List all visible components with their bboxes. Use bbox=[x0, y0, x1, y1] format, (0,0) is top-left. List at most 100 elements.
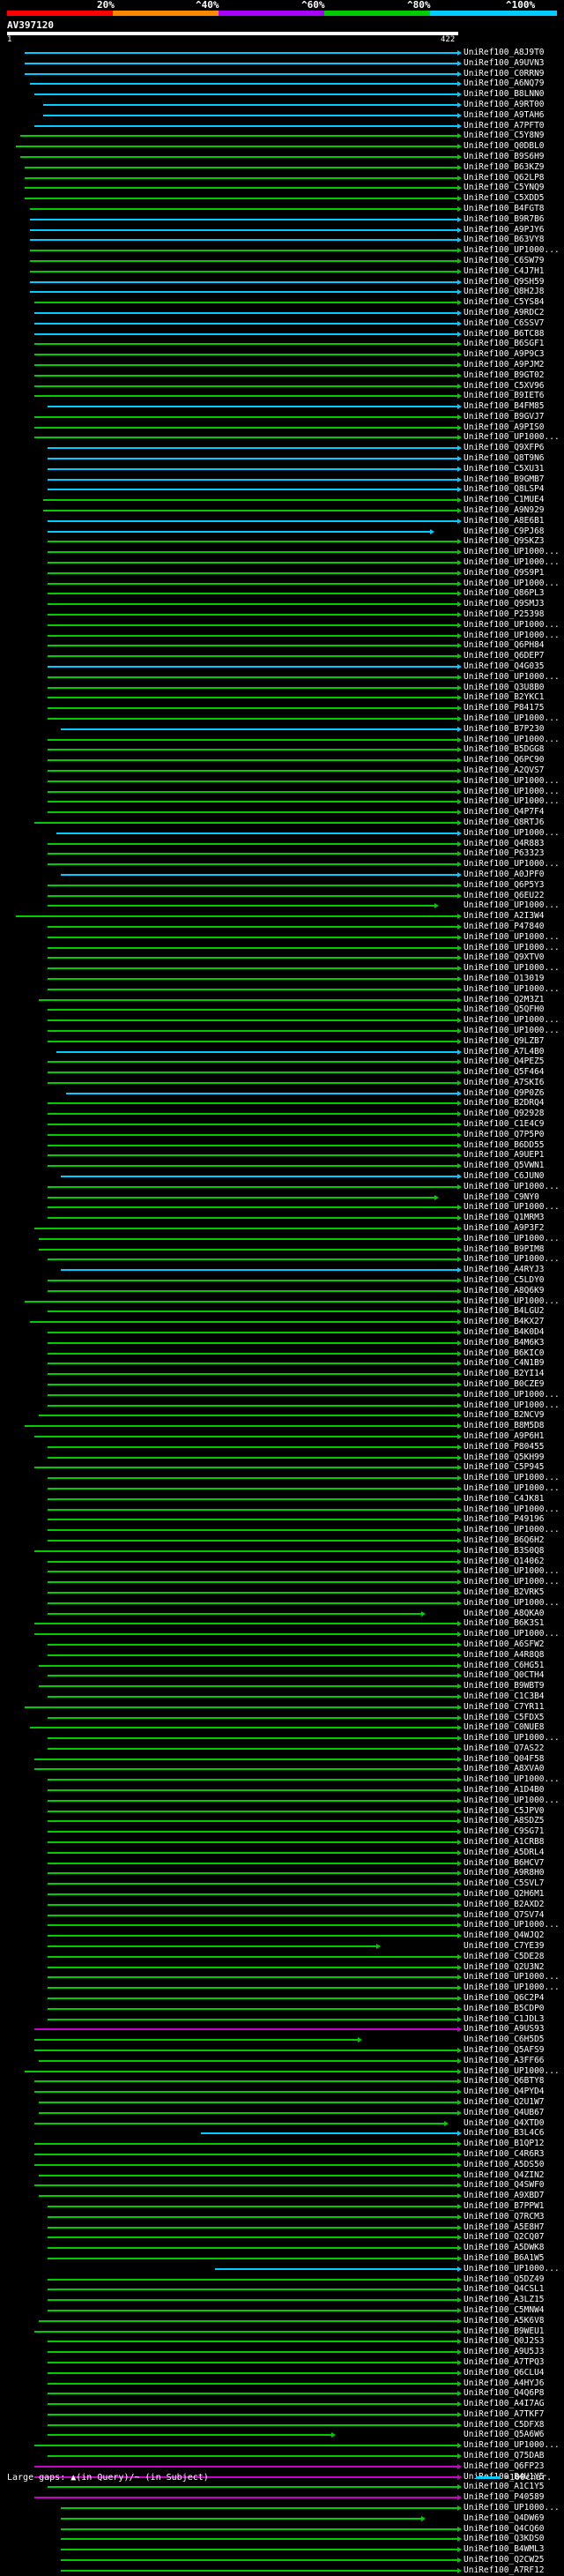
hit-label[interactable]: UniRef100_A9U5J3 bbox=[464, 2347, 545, 2357]
hit-label[interactable]: UniRef100_C5LDY0 bbox=[464, 1275, 545, 1286]
hit-label[interactable]: UniRef100_Q1MRM3 bbox=[464, 1213, 545, 1223]
hit-row[interactable]: UniRef100_Q2CQ07 bbox=[0, 2232, 564, 2243]
hit-label[interactable]: UniRef100_Q4XTD0 bbox=[464, 2117, 545, 2128]
hit-row[interactable]: UniRef100_O13019 bbox=[0, 974, 564, 984]
hit-label[interactable]: UniRef100_UP1000... bbox=[464, 775, 560, 786]
hit-row[interactable]: UniRef100_Q4CSL1 bbox=[0, 2284, 564, 2295]
hit-label[interactable]: UniRef100_B0CZE9 bbox=[464, 1379, 545, 1389]
hit-label[interactable]: UniRef100_UP1000... bbox=[464, 1774, 560, 1785]
hit-label[interactable]: UniRef100_Q4Q6P8 bbox=[464, 2388, 545, 2399]
hit-row[interactable]: UniRef100_Q4ZIN2 bbox=[0, 2170, 564, 2181]
hit-row[interactable]: UniRef100_B5CDP0 bbox=[0, 2004, 564, 2014]
hit-row[interactable]: UniRef100_Q3U8B0 bbox=[0, 683, 564, 693]
hit-row[interactable]: UniRef100_C1E4C9 bbox=[0, 1119, 564, 1130]
hit-row[interactable]: UniRef100_A9R8H0 bbox=[0, 1868, 564, 1878]
hit-row[interactable]: UniRef100_B63VY8 bbox=[0, 235, 564, 245]
hit-label[interactable]: UniRef100_B3S0Q8 bbox=[464, 1545, 545, 1556]
hit-row[interactable]: UniRef100_B2NCV9 bbox=[0, 1410, 564, 1421]
hit-label[interactable]: UniRef100_UP1000... bbox=[464, 859, 560, 870]
hit-label[interactable]: UniRef100_A0JPF0 bbox=[464, 869, 545, 879]
hit-label[interactable]: UniRef100_Q2U3N2 bbox=[464, 1961, 545, 1972]
hit-row[interactable]: UniRef100_P40589 bbox=[0, 2492, 564, 2503]
hit-label[interactable]: UniRef100_B7PPW1 bbox=[464, 2200, 545, 2211]
hit-row[interactable]: UniRef100_B6HCV7 bbox=[0, 1858, 564, 1869]
hit-label[interactable]: UniRef100_B8LNN0 bbox=[464, 89, 545, 100]
hit-label[interactable]: UniRef100_Q6DEP7 bbox=[464, 651, 545, 661]
hit-row[interactable]: UniRef100_A9U5J3 bbox=[0, 2347, 564, 2357]
hit-label[interactable]: UniRef100_A7TPQ3 bbox=[464, 2356, 545, 2367]
hit-row[interactable]: UniRef100_C5MNW4 bbox=[0, 2305, 564, 2316]
hit-row[interactable]: UniRef100_B2AXD2 bbox=[0, 1900, 564, 1910]
hit-row[interactable]: UniRef100_B8LNN0 bbox=[0, 89, 564, 100]
hit-row[interactable]: UniRef100_Q5A6W6 bbox=[0, 2430, 564, 2440]
hit-label[interactable]: UniRef100_A9P6H1 bbox=[464, 1430, 545, 1441]
hit-row[interactable]: UniRef100_UP1000... bbox=[0, 1390, 564, 1400]
hit-label[interactable]: UniRef100_Q4ZIN2 bbox=[464, 2169, 545, 2180]
hit-row[interactable]: UniRef100_C5XDD5 bbox=[0, 193, 564, 204]
hit-label[interactable]: UniRef100_C6SW79 bbox=[464, 255, 545, 265]
hit-label[interactable]: UniRef100_C0RRN9 bbox=[464, 68, 545, 78]
hit-label[interactable]: UniRef100_A8J9T0 bbox=[464, 48, 545, 57]
hit-row[interactable]: UniRef100_UP1000... bbox=[0, 1026, 564, 1036]
hit-row[interactable]: UniRef100_C9SG71 bbox=[0, 1826, 564, 1837]
hit-label[interactable]: UniRef100_Q4UB67 bbox=[464, 2107, 545, 2117]
hit-label[interactable]: UniRef100_A1CRB8 bbox=[464, 1837, 545, 1848]
hit-label[interactable]: UniRef100_B2YKC1 bbox=[464, 692, 545, 703]
hit-row[interactable]: UniRef100_A4HYJ6 bbox=[0, 2378, 564, 2389]
hit-row[interactable]: UniRef100_Q0DBL0 bbox=[0, 141, 564, 152]
hit-label[interactable]: UniRef100_UP1000... bbox=[464, 578, 560, 588]
hit-label[interactable]: UniRef100_Q7SV74 bbox=[464, 1909, 545, 1920]
hit-row[interactable]: UniRef100_Q7AS22 bbox=[0, 1743, 564, 1754]
hit-row[interactable]: UniRef100_Q4PEZ5 bbox=[0, 1057, 564, 1067]
hit-row[interactable]: UniRef100_UP1000... bbox=[0, 1015, 564, 1026]
hit-row[interactable]: UniRef100_C5DFX8 bbox=[0, 2420, 564, 2430]
hit-row[interactable]: UniRef100_Q0CTH4 bbox=[0, 1670, 564, 1681]
hit-row[interactable]: UniRef100_B4K0D4 bbox=[0, 1327, 564, 1338]
hit-row[interactable]: UniRef100_A2QVS7 bbox=[0, 765, 564, 776]
hit-row[interactable]: UniRef100_B1QP12 bbox=[0, 2139, 564, 2149]
hit-label[interactable]: UniRef100_Q9SMJ3 bbox=[464, 599, 545, 609]
hit-label[interactable]: UniRef100_B6HCV7 bbox=[464, 1857, 545, 1868]
hit-row[interactable]: UniRef100_A6SFW2 bbox=[0, 1639, 564, 1650]
hit-label[interactable]: UniRef100_A3LZ15 bbox=[464, 2295, 545, 2305]
hit-row[interactable]: UniRef100_P84175 bbox=[0, 703, 564, 713]
hit-row[interactable]: UniRef100_Q6DEP7 bbox=[0, 651, 564, 661]
hit-label[interactable]: UniRef100_C5MNW4 bbox=[464, 2304, 545, 2315]
hit-label[interactable]: UniRef100_C1MUE4 bbox=[464, 495, 545, 505]
hit-label[interactable]: UniRef100_C1C3B4 bbox=[464, 1691, 545, 1701]
hit-row[interactable]: UniRef100_A7PFT0 bbox=[0, 121, 564, 131]
hit-row[interactable]: UniRef100_B9IET6 bbox=[0, 391, 564, 401]
hit-row[interactable]: UniRef100_Q5F464 bbox=[0, 1067, 564, 1078]
hit-row[interactable]: UniRef100_UP1000... bbox=[0, 1733, 564, 1743]
hit-row[interactable]: UniRef100_B9PIM8 bbox=[0, 1244, 564, 1255]
hit-label[interactable]: UniRef100_UP1000... bbox=[464, 713, 560, 723]
hit-row[interactable]: UniRef100_UP1000... bbox=[0, 547, 564, 557]
hit-row[interactable]: UniRef100_C4N1B9 bbox=[0, 1358, 564, 1369]
hit-label[interactable]: UniRef100_B5DGG8 bbox=[464, 744, 545, 755]
hit-row[interactable]: UniRef100_Q9S9P1 bbox=[0, 568, 564, 579]
hit-label[interactable]: UniRef100_Q4CQ60 bbox=[464, 2523, 545, 2534]
hit-row[interactable]: UniRef100_A5K6V8 bbox=[0, 2316, 564, 2326]
hit-label[interactable]: UniRef100_B6Q6H2 bbox=[464, 1534, 545, 1545]
hit-label[interactable]: UniRef100_A5K6V8 bbox=[464, 2315, 545, 2326]
hit-row[interactable]: UniRef100_C5SVL7 bbox=[0, 1878, 564, 1889]
hit-row[interactable]: UniRef100_B6Q6H2 bbox=[0, 1535, 564, 1546]
hit-label[interactable]: UniRef100_A9N929 bbox=[464, 505, 545, 516]
hit-label[interactable]: UniRef100_UP1000... bbox=[464, 245, 560, 256]
hit-label[interactable]: UniRef100_B6DD55 bbox=[464, 1139, 545, 1150]
hit-row[interactable]: UniRef100_A7TPQ3 bbox=[0, 2357, 564, 2368]
hit-label[interactable]: UniRef100_C5XU31 bbox=[464, 463, 545, 474]
hit-row[interactable]: UniRef100_Q5DZ49 bbox=[0, 2274, 564, 2285]
hit-label[interactable]: UniRef100_C5YNQ9 bbox=[464, 183, 545, 193]
hit-row[interactable]: UniRef100_UP1000... bbox=[0, 900, 564, 911]
hit-label[interactable]: UniRef100_Q0DBL0 bbox=[464, 141, 545, 152]
hit-label[interactable]: UniRef100_P84175 bbox=[464, 703, 545, 713]
hit-row[interactable]: UniRef100_A3FF66 bbox=[0, 2056, 564, 2066]
hit-label[interactable]: UniRef100_B9WBT9 bbox=[464, 1681, 545, 1691]
hit-label[interactable]: UniRef100_Q4R883 bbox=[464, 838, 545, 848]
hit-label[interactable]: UniRef100_A9RDC2 bbox=[464, 307, 545, 317]
hit-row[interactable]: UniRef100_B3L4C6 bbox=[0, 2128, 564, 2139]
hit-row[interactable]: UniRef100_B3S0Q8 bbox=[0, 1546, 564, 1557]
hit-row[interactable]: UniRef100_A1C1Y5 bbox=[0, 2482, 564, 2492]
hit-label[interactable]: UniRef100_A9TAH6 bbox=[464, 109, 545, 120]
